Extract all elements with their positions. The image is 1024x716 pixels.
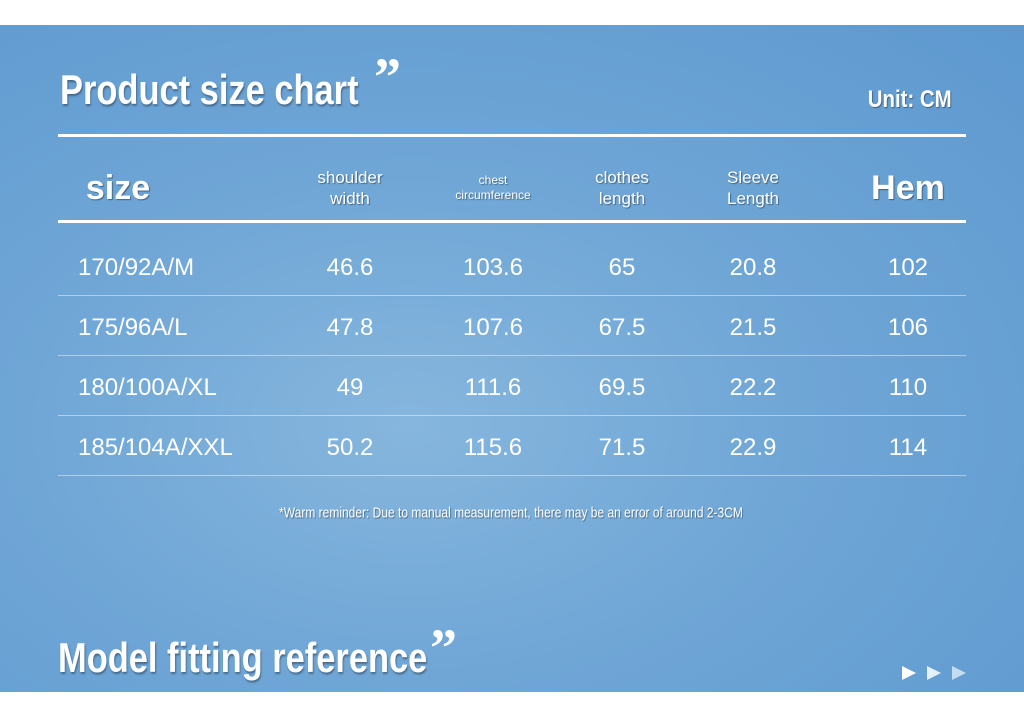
measurement: 67.5	[598, 314, 646, 341]
background	[0, 25, 1024, 692]
quote-mark: ”	[430, 618, 457, 678]
measurement: 65	[608, 254, 636, 281]
arrow	[952, 666, 966, 680]
size-label: 180/100A/XL	[78, 374, 217, 401]
arrow	[927, 666, 941, 680]
section-title: Model fitting reference	[58, 634, 428, 681]
measurement: 49	[336, 374, 364, 401]
row-separator	[58, 475, 966, 476]
measurement: 50.2	[326, 434, 374, 461]
header-line: length	[598, 189, 646, 208]
note: *Warm reminder: Due to manual measuremen…	[279, 504, 743, 522]
header-line: width	[330, 189, 370, 208]
measurement: 20.8	[729, 254, 777, 281]
measurement: 22.2	[729, 374, 777, 401]
measurement: 103.6	[462, 254, 524, 281]
column-header: Hem	[871, 167, 945, 210]
header-line: chest	[478, 173, 508, 187]
header-line: shoulder	[317, 167, 383, 187]
measurement: 21.5	[729, 314, 777, 341]
title: Product size chart	[60, 66, 359, 113]
column-header: clothes length	[595, 167, 649, 210]
measurement: 110	[888, 374, 928, 401]
size-label: 170/92A/M	[78, 254, 195, 281]
row-separator	[58, 295, 966, 296]
measurement: 114	[888, 434, 928, 461]
divider	[58, 220, 966, 223]
header-line: Sleeve	[727, 167, 779, 187]
header-line: Hem	[871, 168, 945, 207]
unit: Unit: CM	[868, 86, 952, 113]
header-line: Length	[727, 189, 779, 208]
measurement: 47.8	[326, 314, 374, 341]
measurement: 106	[887, 314, 929, 341]
arrow	[902, 666, 916, 680]
column-header: shoulder width	[317, 167, 382, 210]
arrows	[902, 666, 966, 680]
measurement: 111.6	[464, 374, 522, 401]
column-header: size	[86, 167, 150, 210]
measurement: 46.6	[326, 254, 374, 281]
column-header: Sleeve Length	[727, 167, 779, 210]
header-line: circumference	[455, 188, 531, 202]
row-separator	[58, 355, 966, 356]
measurement: 22.9	[729, 434, 777, 461]
divider	[58, 134, 966, 137]
size-label: 175/96A/L	[78, 314, 188, 341]
row-separator	[58, 415, 966, 416]
measurement: 71.5	[598, 434, 646, 461]
measurement: 115.6	[463, 434, 523, 461]
quote-mark: ”	[374, 47, 401, 107]
size-label: 185/104A/XXL	[78, 434, 233, 461]
measurement: 107.6	[462, 314, 524, 341]
header-line: size	[85, 168, 151, 207]
measurement: 102	[887, 254, 929, 281]
column-header: chest circumference	[455, 173, 530, 203]
header-line: clothes	[595, 167, 649, 187]
measurement: 69.5	[598, 374, 646, 401]
